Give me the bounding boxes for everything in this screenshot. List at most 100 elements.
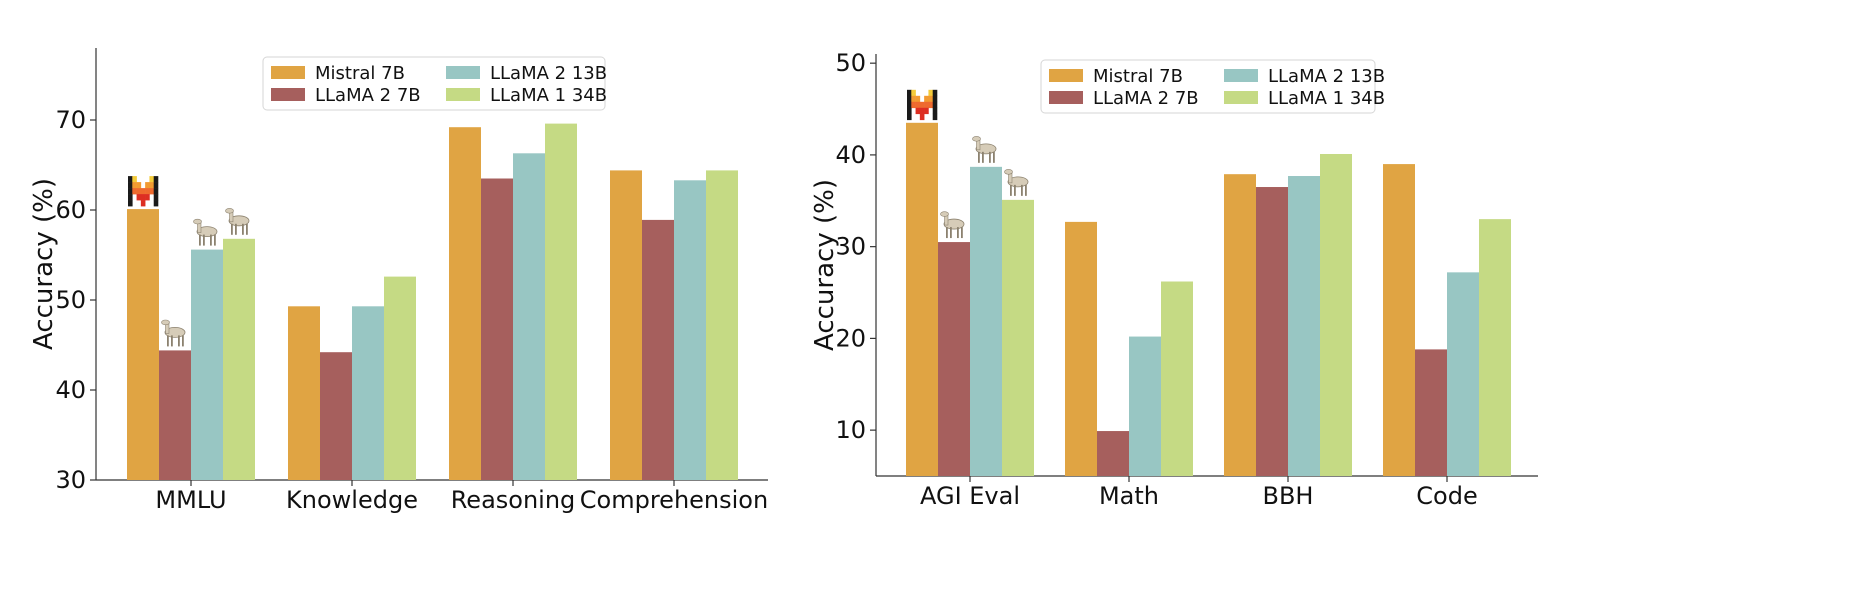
bar-comprehension-llama-1-34b: [706, 170, 738, 480]
llama-body: [1007, 176, 1029, 188]
mistral-logo-cell: [911, 101, 916, 109]
llama-head: [193, 218, 202, 225]
mistral-logo-cell: [149, 188, 155, 195]
llama-head: [972, 136, 981, 142]
llama-body: [196, 226, 218, 238]
llama-leg: [171, 335, 173, 347]
mistral-logo-cell: [132, 188, 137, 195]
legend-label: LLaMA 2 13B: [490, 63, 607, 84]
mistral-logo-cell: [128, 176, 133, 183]
llama-leg: [1010, 184, 1012, 196]
mistral-logo-cell: [907, 107, 912, 115]
mistral-logo-cell: [153, 176, 159, 183]
llama-leg: [1014, 184, 1016, 196]
legend-label: LLaMA 2 7B: [315, 85, 421, 106]
mistral-logo-cell: [924, 101, 929, 109]
mistral-logo-cell: [140, 194, 146, 201]
mistral-logo-cell: [145, 194, 150, 201]
mistral-logo-cell: [153, 182, 159, 189]
mistral-logo-cell: [911, 95, 916, 103]
llama-leg: [182, 335, 184, 347]
x-tick-label: Comprehension: [580, 486, 768, 514]
llama-body: [975, 143, 997, 155]
bar-math-llama-2-7b: [1097, 431, 1129, 476]
mistral-logo-cell: [915, 95, 921, 103]
y-tick-label: 30: [55, 466, 86, 494]
mistral-logo-cell: [928, 89, 934, 97]
mistral-logo-cell: [924, 95, 929, 103]
mistral-logo-cell: [915, 107, 921, 115]
mistral-logo-cell: [932, 107, 938, 115]
chart-panel-1: 30 40 50 60 70 Accuracy (%) MMLU Knowledge Reaso…: [29, 48, 768, 514]
bar-knowledge-llama-2-13b: [352, 306, 384, 480]
x-tick-label: Reasoning: [451, 486, 576, 514]
mistral-logo-cell: [140, 200, 146, 207]
bar-agi-eval-llama-1-34b: [1002, 199, 1034, 476]
llama-leg: [203, 234, 205, 246]
y-tick-label: 40: [835, 141, 866, 169]
llama-leg: [978, 151, 980, 163]
llama-icon: [972, 136, 997, 163]
llama-icon: [193, 218, 218, 246]
bar-comprehension-llama-2-13b: [674, 180, 706, 481]
bar-knowledge-llama-2-7b: [320, 352, 352, 480]
bar-code-llama-2-13b: [1447, 272, 1479, 476]
bar-reasoning-llama-2-13b: [513, 153, 545, 481]
mistral-logo-cell: [919, 107, 925, 115]
mistral-logo-cell: [932, 89, 938, 97]
y-tick-label: 50: [55, 286, 86, 314]
bar-bbh-mistral-7b: [1224, 174, 1256, 476]
x-tick-label: Math: [1099, 482, 1159, 510]
mistral-logo-cell: [128, 188, 133, 195]
llama-body: [943, 218, 965, 230]
llama-leg: [210, 234, 212, 246]
llama-body: [164, 326, 186, 338]
mistral-logo-cell: [153, 188, 159, 195]
y-tick-label: 30: [835, 233, 866, 261]
legend-frame: [262, 56, 606, 111]
mistral-logo-cell: [907, 95, 912, 103]
mistral-logo-cell: [928, 101, 934, 109]
bar-bbh-llama-1-34b: [1320, 153, 1352, 476]
llama-head: [225, 208, 234, 214]
llama-leg: [178, 335, 180, 347]
mistral-logo-cell: [932, 95, 938, 103]
y-tick-label: 50: [835, 49, 866, 77]
llama-body: [228, 215, 250, 227]
y-tick-label: 60: [55, 196, 86, 224]
legend-swatch: [271, 66, 305, 79]
x-tick-label: MMLU: [155, 486, 226, 514]
mistral-logo-cell: [136, 194, 142, 201]
bar-mmlu-llama-2-13b: [191, 249, 223, 480]
bar-comprehension-llama-2-7b: [642, 219, 674, 480]
bar-agi-eval-llama-2-7b: [938, 242, 970, 476]
legend-swatch: [446, 66, 480, 79]
llama-leg: [982, 151, 984, 163]
mistral-logo-cell: [140, 188, 146, 195]
mistral-logo-cell: [132, 182, 137, 189]
bar-math-llama-2-13b: [1129, 336, 1161, 476]
legend-label: Mistral 7B: [1093, 66, 1183, 87]
y-tick-label: 10: [835, 416, 866, 444]
llama-head: [1004, 169, 1013, 175]
bar-reasoning-llama-1-34b: [545, 123, 577, 480]
llama-leg: [961, 227, 963, 239]
llama-leg: [1021, 184, 1023, 196]
legend-label: LLaMA 1 34B: [490, 85, 607, 106]
y-tick-label: 70: [55, 106, 86, 134]
bar-reasoning-mistral-7b: [449, 127, 481, 480]
legend-swatch: [1224, 69, 1258, 82]
llama-head: [940, 211, 949, 217]
legend-swatch: [1049, 91, 1083, 104]
mistral-logo-cell: [153, 194, 159, 201]
bar-knowledge-mistral-7b: [288, 306, 320, 480]
mistral-logo-cell: [136, 188, 142, 195]
legend-swatch: [446, 88, 480, 101]
llama-leg: [989, 151, 991, 163]
mistral-logo-cell: [919, 113, 925, 121]
bar-agi-eval-llama-2-13b: [970, 166, 1002, 477]
y-tick-label: 20: [835, 324, 866, 352]
mistral-logo-cell: [919, 101, 925, 109]
bar-mmlu-llama-1-34b: [223, 238, 255, 480]
